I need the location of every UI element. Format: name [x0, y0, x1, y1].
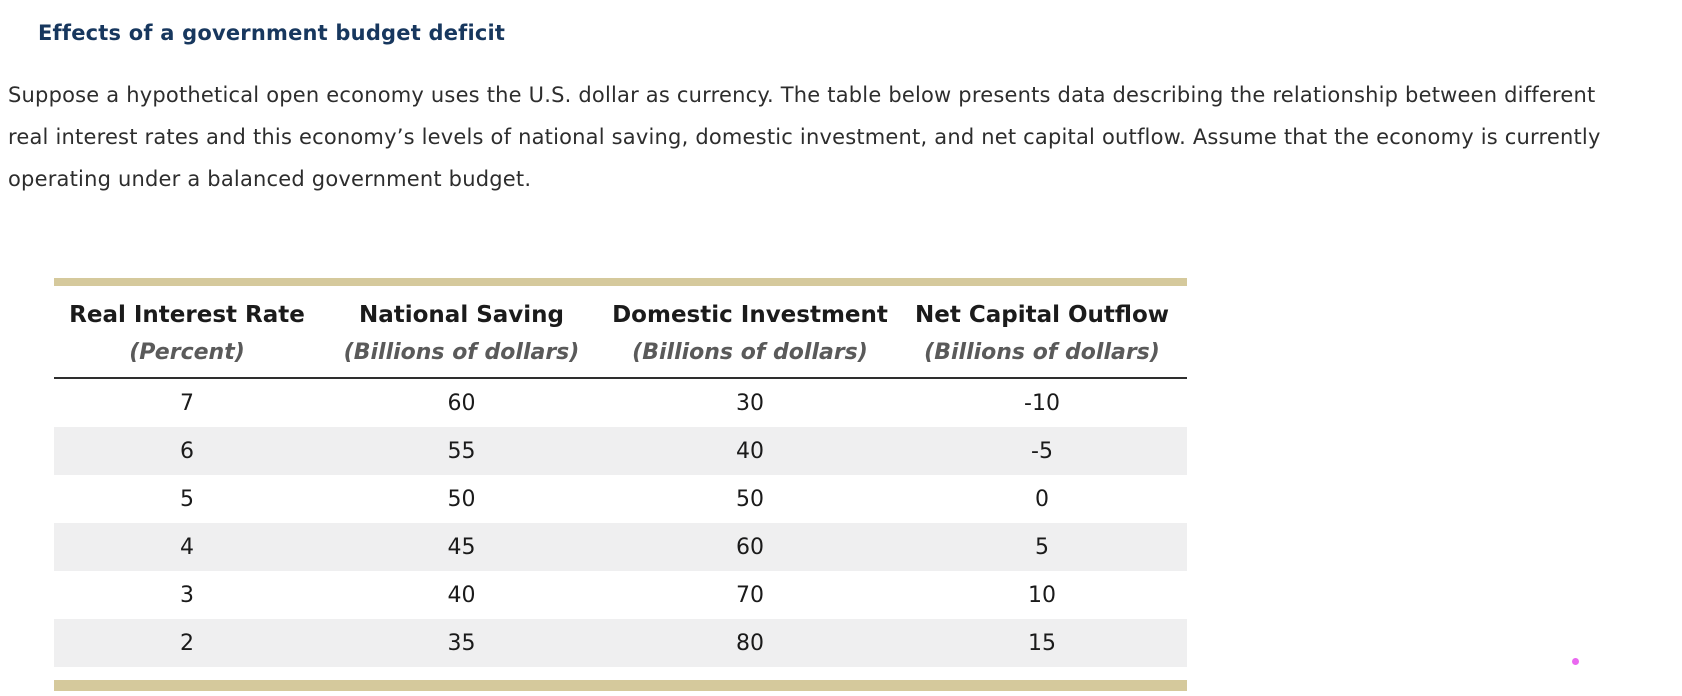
cell-domestic-investment: 80 — [736, 630, 764, 656]
cell-net-capital-outflow: -10 — [1024, 390, 1060, 416]
cell-net-capital-outflow: 15 — [1028, 630, 1056, 656]
cell-interest-rate: 3 — [180, 582, 194, 608]
cell-national-saving: 50 — [447, 486, 476, 512]
intro-line: real interest rates and this economy’s l… — [8, 125, 1601, 149]
intro-line: Suppose a hypothetical open economy uses… — [8, 83, 1596, 107]
cell-interest-rate: 5 — [180, 486, 194, 512]
cell-interest-rate: 7 — [180, 390, 194, 416]
cell-net-capital-outflow: 10 — [1028, 582, 1056, 608]
column-label: Real Interest Rate — [69, 302, 305, 328]
cell-national-saving: 45 — [447, 534, 476, 560]
column-unit: (Percent) — [129, 340, 245, 365]
column-unit: (Billions of dollars) — [632, 340, 868, 365]
cell-domestic-investment: 50 — [736, 486, 764, 512]
cell-domestic-investment: 60 — [736, 534, 764, 560]
cell-national-saving: 55 — [447, 438, 476, 464]
table-row: 5 50 50 0 — [54, 475, 1187, 523]
cell-national-saving: 60 — [447, 390, 476, 416]
intro-line: operating under a balanced government bu… — [8, 167, 532, 191]
data-table-block: Real Interest Rate (Percent) National Sa… — [54, 278, 1187, 691]
table-row: 7 60 30 -10 — [54, 378, 1187, 427]
cell-domestic-investment: 40 — [736, 438, 764, 464]
table-header: Real Interest Rate (Percent) National Sa… — [54, 286, 1187, 379]
cell-domestic-investment: 30 — [736, 390, 764, 416]
column-label: Domestic Investment — [612, 302, 888, 328]
column-header-domestic-investment: Domestic Investment (Billions of dollars… — [603, 286, 897, 379]
table-top-accent-bar — [54, 278, 1187, 286]
table-body: 7 60 30 -10 6 55 40 -5 5 50 50 0 — [54, 378, 1187, 667]
pink-marker-dot — [1572, 658, 1579, 665]
table-row: 6 55 40 -5 — [54, 427, 1187, 475]
column-label: National Saving — [358, 302, 565, 328]
cell-national-saving: 40 — [447, 582, 476, 608]
intro-paragraph: Suppose a hypothetical open economy uses… — [8, 74, 1678, 200]
cell-national-saving: 35 — [447, 630, 476, 656]
column-label: Net Capital Outflow — [914, 302, 1170, 328]
column-unit: (Billions of dollars) — [924, 340, 1160, 365]
cell-interest-rate: 4 — [180, 534, 194, 560]
column-unit: (Billions of dollars) — [343, 340, 580, 365]
cell-net-capital-outflow: -5 — [1031, 438, 1053, 464]
cell-domestic-investment: 70 — [736, 582, 764, 608]
cell-interest-rate: 6 — [180, 438, 194, 464]
column-header-real-interest-rate: Real Interest Rate (Percent) — [54, 286, 320, 379]
cell-interest-rate: 2 — [180, 630, 194, 656]
cell-net-capital-outflow: 5 — [1035, 534, 1049, 560]
table-row: 3 40 70 10 — [54, 571, 1187, 619]
table-row: 4 45 60 5 — [54, 523, 1187, 571]
economy-data-table: Real Interest Rate (Percent) National Sa… — [54, 286, 1187, 667]
table-bottom-accent-bar — [54, 680, 1187, 691]
cell-net-capital-outflow: 0 — [1035, 486, 1049, 512]
column-header-net-capital-outflow: Net Capital Outflow (Billions of dollars… — [897, 286, 1187, 379]
column-header-national-saving: National Saving (Billions of dollars) — [320, 286, 603, 379]
table-row: 2 35 80 15 — [54, 619, 1187, 667]
page-title: Effects of a government budget deficit — [38, 21, 506, 46]
